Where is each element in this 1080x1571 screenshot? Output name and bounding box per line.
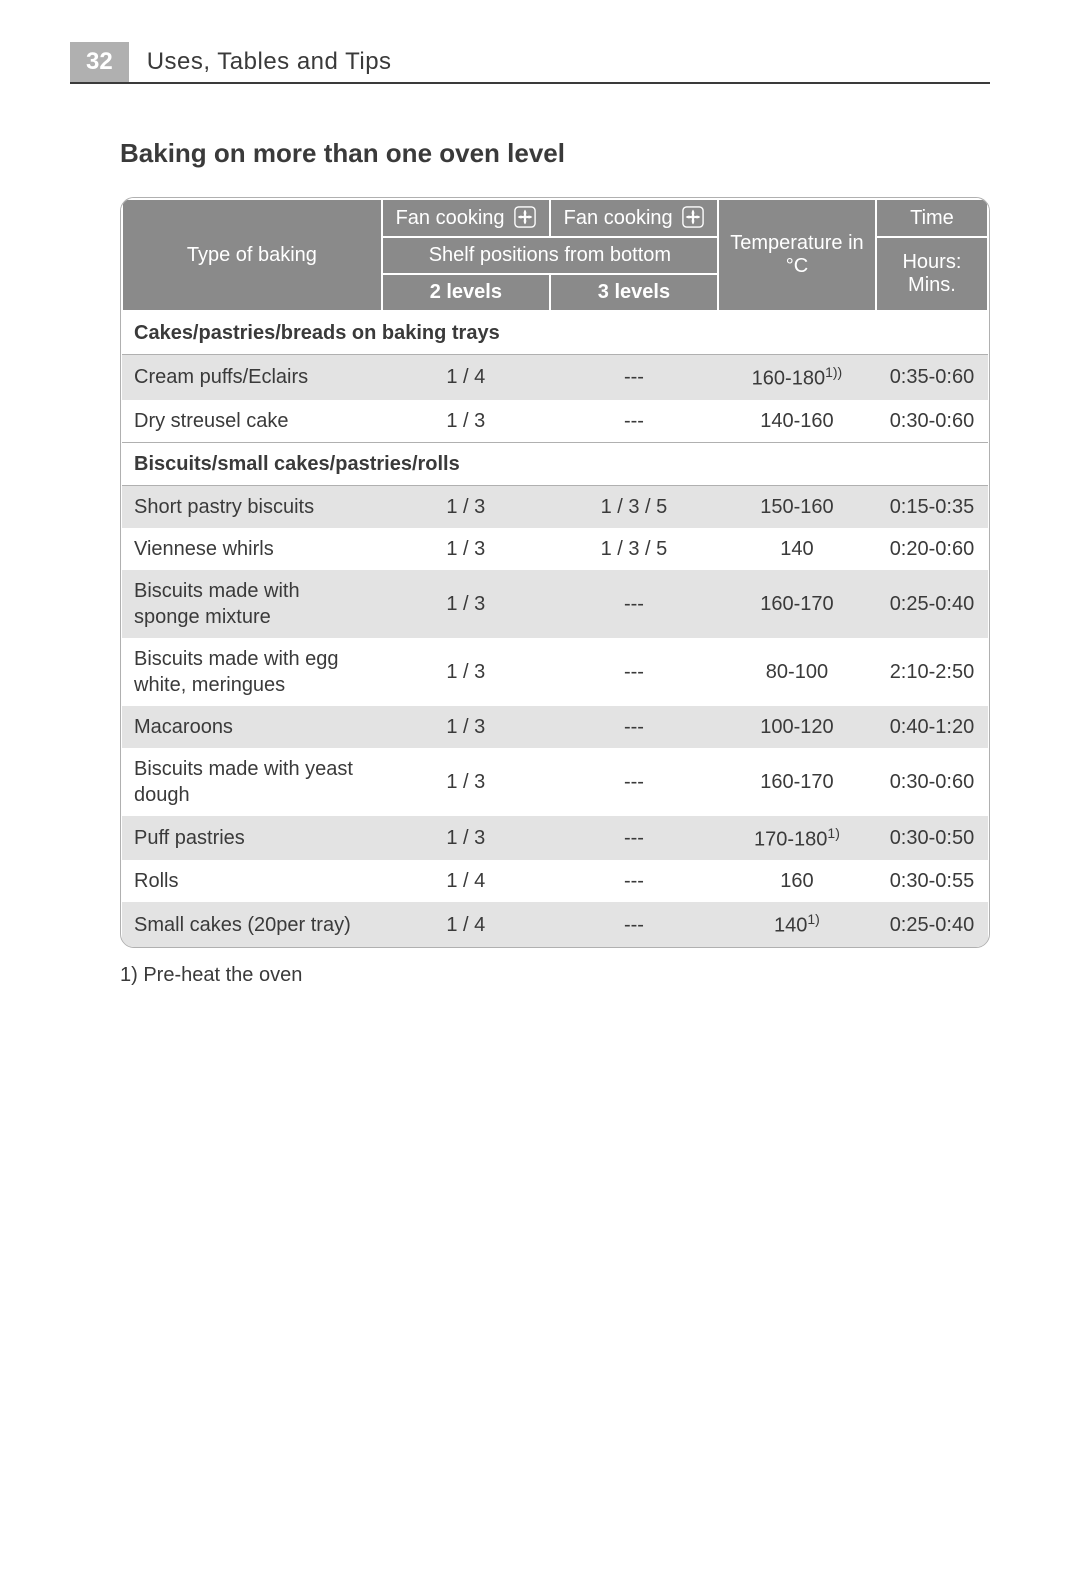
- row-time: 0:25-0:40: [876, 902, 988, 947]
- table-row: Macaroons1 / 3---100-1200:40-1:20: [122, 706, 988, 748]
- section-title: Uses, Tables and Tips: [129, 42, 392, 82]
- row-3levels: 1 / 3 / 5: [550, 528, 718, 570]
- row-2levels: 1 / 3: [382, 485, 550, 528]
- row-label: Macaroons: [122, 706, 382, 748]
- row-2levels: 1 / 3: [382, 706, 550, 748]
- th-3levels: 3 levels: [550, 274, 718, 311]
- row-time: 0:15-0:35: [876, 485, 988, 528]
- th-time-sub: Hours: Mins.: [876, 237, 988, 311]
- row-temp: 160-1801)): [718, 355, 876, 400]
- row-2levels: 1 / 3: [382, 748, 550, 816]
- fan-icon: [682, 206, 704, 228]
- row-2levels: 1 / 3: [382, 570, 550, 638]
- table-row: Viennese whirls1 / 31 / 3 / 51400:20-0:6…: [122, 528, 988, 570]
- row-time: 0:35-0:60: [876, 355, 988, 400]
- th-fan-2-label: Fan cooking: [564, 207, 673, 229]
- row-label: Biscuits made with egg white, meringues: [122, 638, 382, 706]
- row-time: 0:25-0:40: [876, 570, 988, 638]
- baking-table-wrap: Type of baking Fan cooking Fan cooking T…: [120, 197, 990, 948]
- table-row: Biscuits made with sponge mixture1 / 3--…: [122, 570, 988, 638]
- row-time: 0:40-1:20: [876, 706, 988, 748]
- footnote: 1) Pre-heat the oven: [120, 964, 990, 987]
- row-3levels: ---: [550, 400, 718, 443]
- row-label: Cream puffs/Eclairs: [122, 355, 382, 400]
- th-temp: Temperature in °C: [718, 199, 876, 311]
- row-time: 0:30-0:50: [876, 816, 988, 861]
- row-2levels: 1 / 4: [382, 860, 550, 902]
- table-row: Biscuits made with egg white, meringues1…: [122, 638, 988, 706]
- temp-superscript: 1): [807, 911, 819, 927]
- row-temp: 160: [718, 860, 876, 902]
- table-row: Rolls1 / 4---1600:30-0:55: [122, 860, 988, 902]
- th-fan-2: Fan cooking: [550, 199, 718, 237]
- row-temp: 140: [718, 528, 876, 570]
- row-label: Biscuits made with yeast dough: [122, 748, 382, 816]
- th-time: Time: [876, 199, 988, 237]
- page-number: 32: [70, 42, 129, 82]
- row-3levels: ---: [550, 570, 718, 638]
- row-2levels: 1 / 3: [382, 528, 550, 570]
- row-3levels: 1 / 3 / 5: [550, 485, 718, 528]
- table-body: Cakes/pastries/breads on baking traysCre…: [122, 311, 988, 947]
- row-temp: 150-160: [718, 485, 876, 528]
- table-row: Small cakes (20per tray)1 / 4---1401)0:2…: [122, 902, 988, 947]
- th-2levels: 2 levels: [382, 274, 550, 311]
- table-row: Puff pastries1 / 3---170-1801)0:30-0:50: [122, 816, 988, 861]
- row-3levels: ---: [550, 355, 718, 400]
- row-time: 0:30-0:60: [876, 748, 988, 816]
- row-time: 0:30-0:60: [876, 400, 988, 443]
- row-time: 2:10-2:50: [876, 638, 988, 706]
- table-row: Dry streusel cake1 / 3---140-1600:30-0:6…: [122, 400, 988, 443]
- row-label: Dry streusel cake: [122, 400, 382, 443]
- table-row: Biscuits made with yeast dough1 / 3---16…: [122, 748, 988, 816]
- row-time: 0:30-0:55: [876, 860, 988, 902]
- row-2levels: 1 / 4: [382, 355, 550, 400]
- row-temp: 1401): [718, 902, 876, 947]
- th-fan-1: Fan cooking: [382, 199, 550, 237]
- page-heading: Baking on more than one oven level: [120, 138, 990, 169]
- group-label: Cakes/pastries/breads on baking trays: [122, 311, 988, 355]
- row-3levels: ---: [550, 902, 718, 947]
- content-area: Baking on more than one oven level Type …: [120, 138, 990, 987]
- baking-table: Type of baking Fan cooking Fan cooking T…: [121, 198, 989, 947]
- row-3levels: ---: [550, 748, 718, 816]
- row-3levels: ---: [550, 860, 718, 902]
- group-label: Biscuits/small cakes/pastries/rolls: [122, 442, 988, 485]
- row-temp: 160-170: [718, 570, 876, 638]
- group-row: Cakes/pastries/breads on baking trays: [122, 311, 988, 355]
- row-label: Short pastry biscuits: [122, 485, 382, 528]
- temp-superscript: 1): [827, 825, 839, 841]
- row-label: Puff pastries: [122, 816, 382, 861]
- row-label: Viennese whirls: [122, 528, 382, 570]
- row-temp: 100-120: [718, 706, 876, 748]
- row-2levels: 1 / 3: [382, 638, 550, 706]
- table-row: Short pastry biscuits1 / 31 / 3 / 5150-1…: [122, 485, 988, 528]
- page-header: 32 Uses, Tables and Tips: [70, 42, 990, 84]
- row-temp: 80-100: [718, 638, 876, 706]
- row-label: Biscuits made with sponge mixture: [122, 570, 382, 638]
- row-time: 0:20-0:60: [876, 528, 988, 570]
- row-2levels: 1 / 3: [382, 400, 550, 443]
- row-3levels: ---: [550, 706, 718, 748]
- temp-superscript: 1)): [825, 364, 842, 380]
- th-fan-1-label: Fan cooking: [396, 207, 505, 229]
- row-temp: 160-170: [718, 748, 876, 816]
- group-row: Biscuits/small cakes/pastries/rolls: [122, 442, 988, 485]
- th-shelf: Shelf positions from bottom: [382, 237, 718, 274]
- row-temp: 170-1801): [718, 816, 876, 861]
- th-type: Type of baking: [122, 199, 382, 311]
- row-3levels: ---: [550, 638, 718, 706]
- row-temp: 140-160: [718, 400, 876, 443]
- row-2levels: 1 / 3: [382, 816, 550, 861]
- row-2levels: 1 / 4: [382, 902, 550, 947]
- row-label: Rolls: [122, 860, 382, 902]
- row-label: Small cakes (20per tray): [122, 902, 382, 947]
- row-3levels: ---: [550, 816, 718, 861]
- fan-icon: [514, 206, 536, 228]
- table-row: Cream puffs/Eclairs1 / 4---160-1801))0:3…: [122, 355, 988, 400]
